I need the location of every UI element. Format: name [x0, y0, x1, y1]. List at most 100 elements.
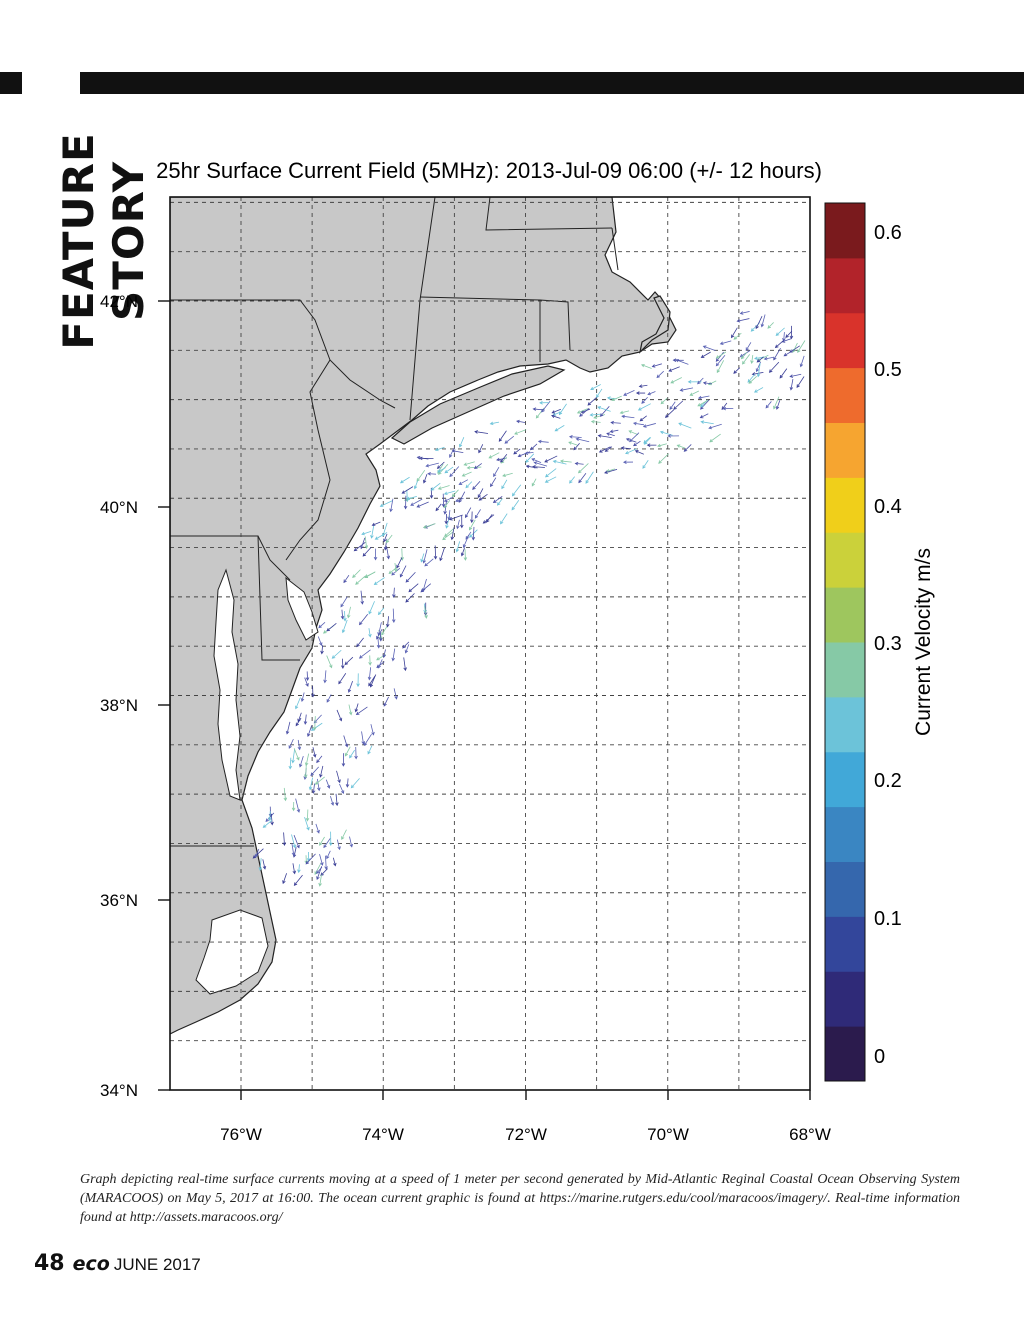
- current-vector: [451, 449, 464, 454]
- current-vector: [319, 765, 324, 778]
- current-vector: [422, 549, 428, 564]
- current-vector: [361, 531, 372, 536]
- current-vector: [504, 435, 515, 444]
- current-vector: [312, 747, 317, 758]
- current-vector: [339, 783, 345, 795]
- current-vector: [733, 367, 741, 374]
- current-vector: [323, 670, 327, 684]
- current-vector: [404, 644, 410, 654]
- current-vector: [451, 489, 459, 498]
- current-vector: [293, 748, 300, 761]
- map-border: [169, 196, 811, 1091]
- current-vector: [326, 694, 332, 703]
- current-vector: [604, 468, 618, 474]
- colorbar-label: Current Velocity m/s: [912, 548, 935, 736]
- current-vector: [756, 362, 761, 378]
- current-vector: [709, 433, 721, 443]
- current-vector: [358, 613, 369, 626]
- current-vector: [307, 725, 313, 738]
- current-vector: [775, 400, 781, 410]
- current-vector: [427, 472, 437, 476]
- current-vector: [368, 601, 375, 615]
- colorbar-ticks: 0 0.1 0.2 0.3 0.4 0.5 0.6: [874, 222, 902, 1068]
- current-vector: [489, 421, 500, 426]
- current-vector: [773, 396, 780, 410]
- current-vector: [345, 778, 350, 788]
- current-vector: [434, 446, 445, 452]
- current-vector: [715, 354, 726, 367]
- current-vector: [433, 545, 438, 560]
- colorbar-tick-label: 0.5: [874, 359, 902, 381]
- current-vector: [799, 355, 805, 368]
- current-vector: [598, 446, 611, 453]
- colorbar-tick-label: 0.6: [874, 222, 902, 244]
- current-vector: [537, 439, 549, 444]
- current-vector: [448, 514, 463, 521]
- current-vector: [436, 461, 445, 469]
- colorbar-cell: [825, 971, 865, 1027]
- current-vector: [785, 330, 793, 339]
- current-vector: [620, 446, 632, 450]
- current-vector: [569, 476, 575, 484]
- colorbar-cell: [825, 642, 865, 698]
- current-vector: [314, 776, 325, 785]
- current-vector: [354, 703, 359, 713]
- current-vector: [657, 443, 667, 448]
- current-vector: [328, 831, 333, 847]
- current-vector: [530, 443, 538, 451]
- current-vector: [621, 414, 635, 419]
- current-vector: [722, 406, 734, 411]
- current-vector: [715, 351, 727, 359]
- current-vector: [544, 468, 557, 478]
- current-vector: [336, 709, 343, 722]
- current-vector: [574, 461, 584, 466]
- current-vector: [288, 757, 293, 770]
- current-vector: [318, 874, 322, 887]
- current-vector: [551, 414, 561, 419]
- current-vector: [463, 549, 468, 561]
- current-vector: [619, 410, 630, 415]
- current-vector: [632, 421, 645, 426]
- colorbar-cells: [825, 203, 865, 1082]
- current-vector: [291, 801, 296, 812]
- current-vector: [488, 452, 500, 459]
- current-vector: [478, 444, 484, 454]
- current-vector: [763, 356, 774, 361]
- current-vector: [437, 467, 446, 473]
- current-vector: [668, 366, 680, 372]
- current-vector: [482, 514, 495, 524]
- section-tab: FEATURE STORY: [22, 30, 153, 402]
- current-vector: [304, 816, 310, 831]
- current-vector: [622, 460, 634, 464]
- current-vector: [449, 447, 455, 458]
- current-vector: [385, 616, 390, 628]
- current-vector: [383, 696, 389, 707]
- current-vector: [637, 403, 651, 411]
- current-vector: [748, 376, 757, 384]
- lat-tick-label: 42°N: [100, 292, 138, 311]
- current-vector: [596, 388, 603, 398]
- current-vector: [405, 593, 415, 603]
- lon-tick-label: 68°W: [789, 1125, 831, 1144]
- page-number: 48: [34, 1251, 65, 1276]
- current-vector: [736, 318, 750, 323]
- graticule: [170, 197, 810, 1090]
- current-vector: [789, 379, 794, 391]
- current-vector: [456, 519, 460, 530]
- current-vector: [368, 675, 376, 687]
- current-vector: [343, 735, 349, 748]
- current-vector: [524, 451, 534, 455]
- current-vector: [323, 838, 331, 849]
- current-vector: [325, 779, 331, 789]
- current-vector: [590, 419, 601, 424]
- current-vector: [360, 537, 366, 550]
- current-vector: [350, 778, 360, 789]
- current-vector: [358, 649, 371, 659]
- current-vector: [667, 434, 680, 438]
- current-vector: [689, 390, 700, 396]
- current-vector: [288, 738, 294, 749]
- pamlico-sound: [195, 909, 269, 995]
- current-vector: [293, 835, 300, 849]
- colorbar-cell: [825, 861, 865, 917]
- current-vector: [389, 498, 394, 513]
